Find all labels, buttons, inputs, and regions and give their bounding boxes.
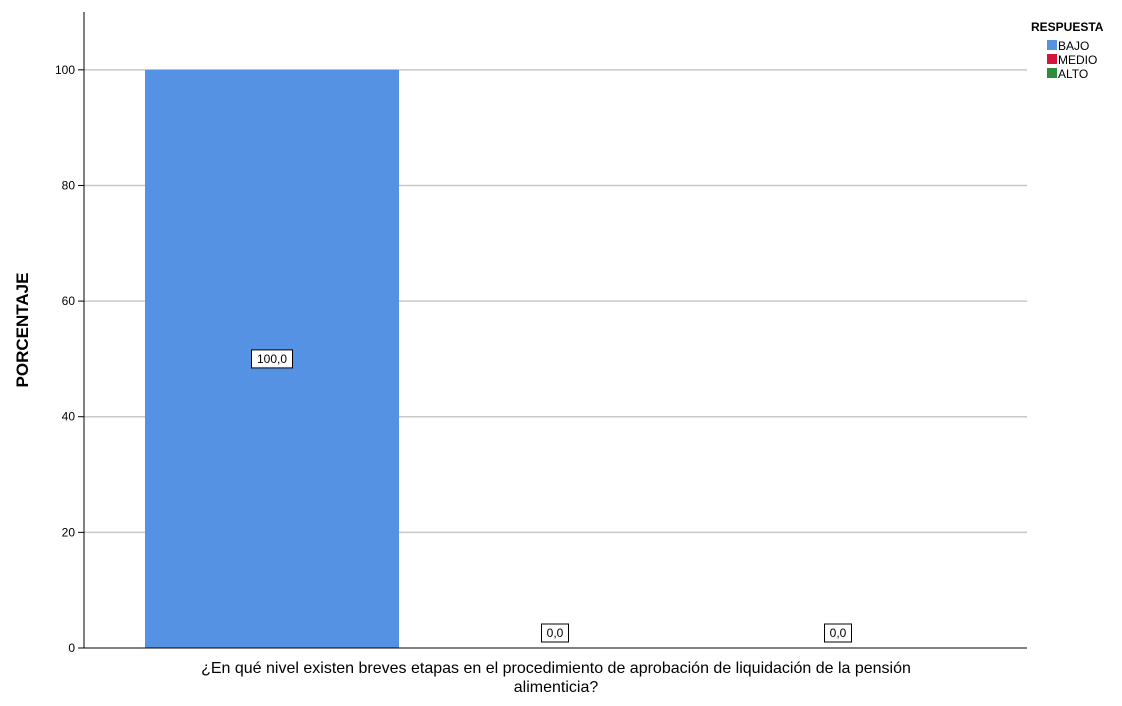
y-tick-label: 0 (68, 641, 75, 655)
x-axis-label-line-1: ¿En qué nivel existen breves etapas en e… (201, 660, 911, 677)
y-ticks: 0 20 40 60 80 100 (55, 63, 84, 655)
legend-swatch-medio (1047, 54, 1057, 64)
data-label-bajo: 100,0 (257, 352, 287, 366)
data-label-box (251, 349, 293, 369)
legend-label-medio: MEDIO (1058, 53, 1097, 67)
legend-label-alto: ALTO (1058, 67, 1088, 81)
legend-swatch-alto (1047, 68, 1057, 78)
data-label-alto: 0,0 (830, 626, 847, 640)
x-axis-label-line-2: alimenticia? (514, 679, 599, 696)
y-axis-label: PORCENTAJE (13, 273, 32, 388)
legend-title: RESPUESTA (1031, 20, 1104, 34)
legend-swatch-bajo (1047, 40, 1057, 50)
data-label-box (824, 623, 852, 643)
y-tick-label: 20 (62, 525, 76, 539)
data-label-box (541, 623, 569, 643)
data-labels: 100,0 0,0 0,0 (251, 349, 852, 643)
y-tick-label: 100 (55, 63, 75, 77)
legend-label-bajo: BAJO (1058, 39, 1089, 53)
y-tick-label: 80 (62, 178, 76, 192)
data-label-medio: 0,0 (547, 626, 564, 640)
y-tick-label: 60 (62, 294, 76, 308)
y-tick-label: 40 (62, 410, 76, 424)
